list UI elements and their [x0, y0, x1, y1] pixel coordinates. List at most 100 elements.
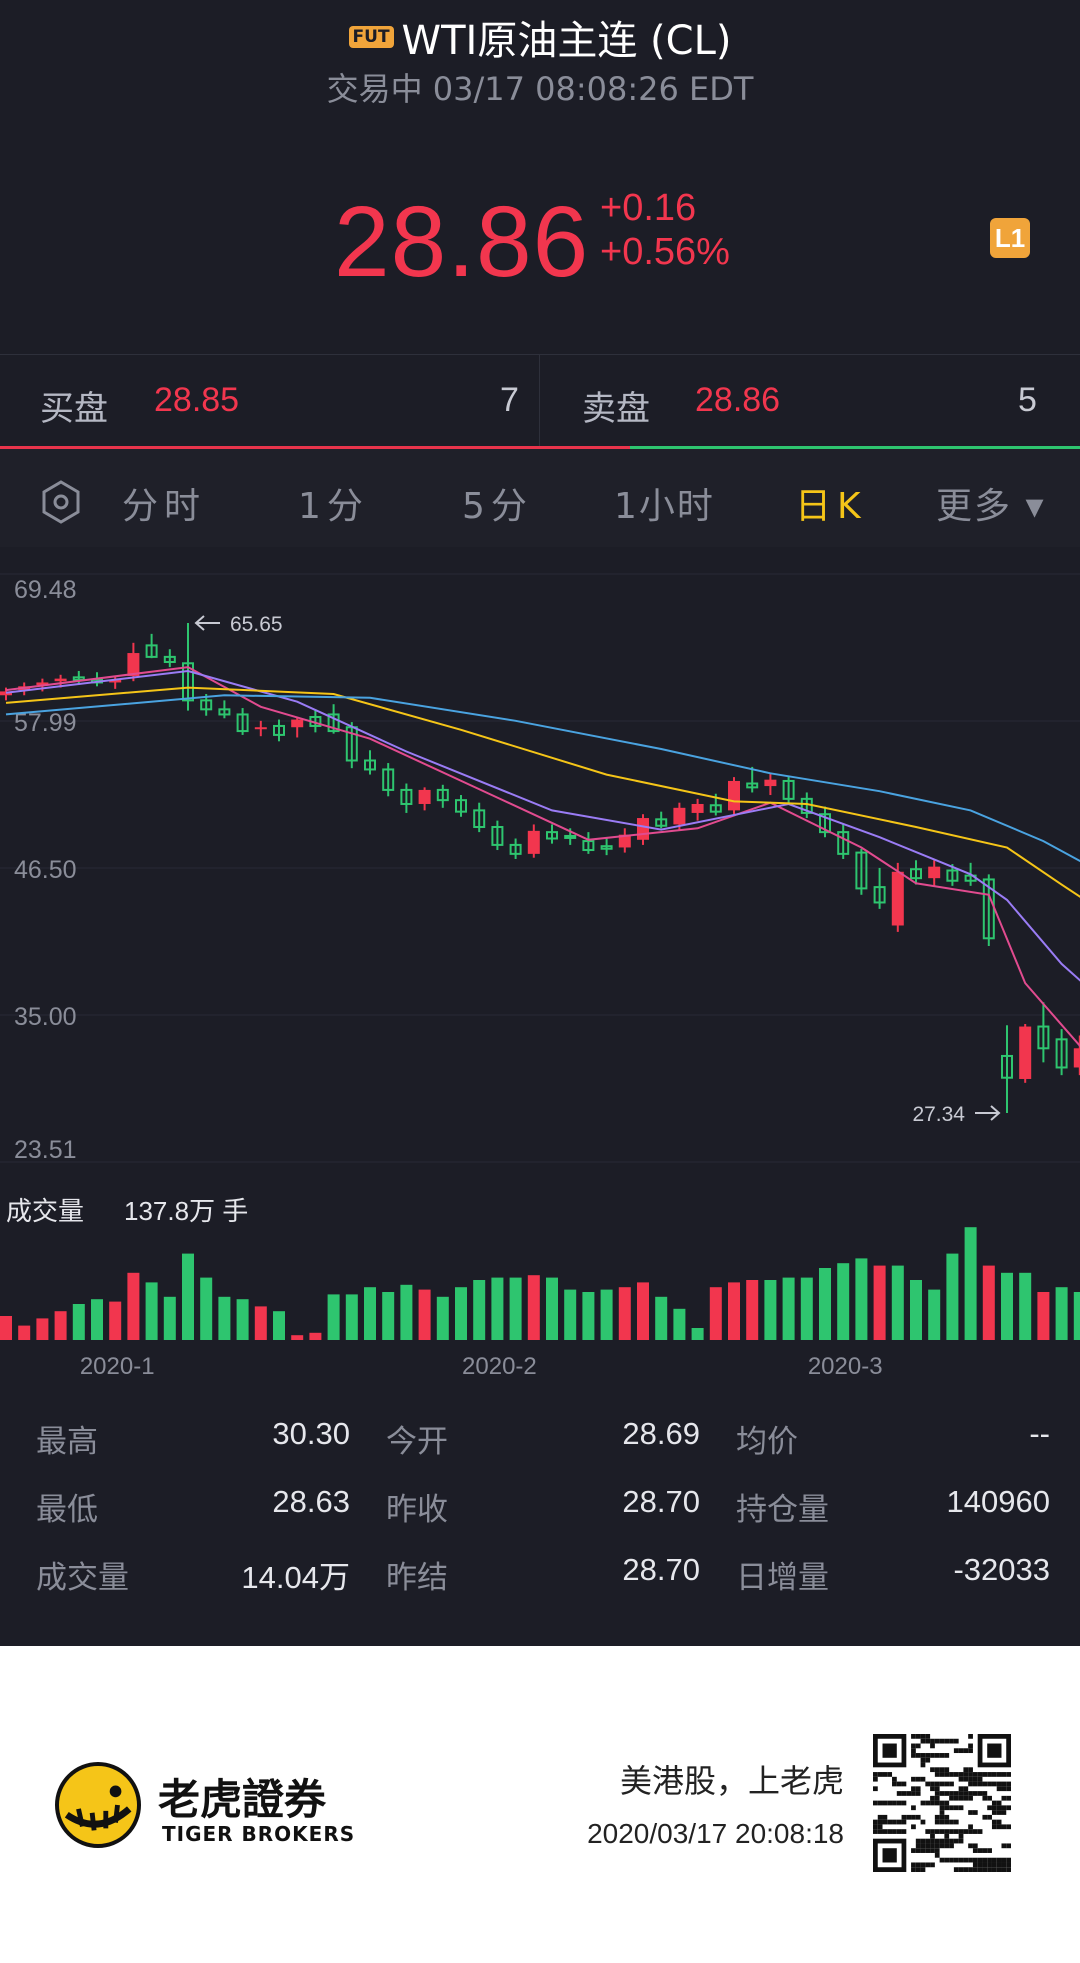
- qr-module: [963, 1867, 969, 1872]
- qr-module: [958, 1838, 964, 1844]
- qr-module: [892, 1781, 897, 1787]
- qr-module: [1006, 1795, 1011, 1801]
- volume-bar: [491, 1277, 504, 1340]
- qr-module: [930, 1795, 935, 1801]
- stat-value-prev-close: 28.70: [622, 1484, 700, 1519]
- qr-module: [896, 1800, 902, 1806]
- tab-timeshare[interactable]: 分时: [122, 486, 207, 527]
- stat-value-open: 28.69: [622, 1416, 700, 1451]
- qr-module: [963, 1776, 969, 1782]
- qr-module: [944, 1814, 950, 1820]
- volume-bar: [291, 1335, 304, 1340]
- qr-module: [930, 1838, 935, 1844]
- qr-module: [939, 1843, 945, 1849]
- tab-more[interactable]: 更多 ▾: [936, 486, 1046, 527]
- volume-bar: [837, 1263, 850, 1340]
- qr-module: [958, 1776, 964, 1782]
- tab-5min[interactable]: 5分: [462, 486, 533, 527]
- trading-status: 交易中 03/17 08:08:26 EDT: [326, 70, 754, 108]
- qr-module: [915, 1867, 921, 1872]
- qr-module: [968, 1829, 973, 1834]
- qr-module: [930, 1800, 935, 1806]
- candle-body: [436, 788, 449, 802]
- volume-bar: [600, 1289, 613, 1340]
- bid-panel[interactable]: 买盘 28.85 7: [0, 355, 539, 445]
- qr-module: [934, 1767, 940, 1773]
- qr-module: [911, 1867, 916, 1872]
- qr-module: [911, 1748, 916, 1754]
- qr-module: [896, 1829, 902, 1834]
- qr-module: [877, 1829, 883, 1834]
- qr-module: [934, 1800, 940, 1806]
- price-axis-label: 23.51: [14, 1136, 77, 1164]
- volume-bar: [72, 1304, 85, 1340]
- stat-label-prev-settle: 昨结: [386, 1560, 448, 1596]
- qr-module: [930, 1843, 935, 1849]
- candle-body: [291, 719, 304, 728]
- qr-module: [958, 1748, 964, 1754]
- qr-module: [1001, 1805, 1007, 1811]
- divider: [539, 355, 540, 447]
- qr-module: [996, 1800, 1002, 1806]
- qr-module: [901, 1814, 907, 1820]
- date-axis-label: 2020-1: [80, 1353, 155, 1380]
- price-axis-label: 69.48: [14, 576, 77, 604]
- qr-module: [934, 1852, 940, 1858]
- candle-body: [618, 834, 631, 848]
- ask-panel[interactable]: 卖盘 28.86 5: [540, 355, 1080, 445]
- qr-module: [972, 1829, 978, 1834]
- qr-module: [930, 1781, 935, 1787]
- high-marker-label: 65.65: [230, 613, 283, 636]
- qr-module: [991, 1857, 997, 1863]
- qr-module: [972, 1848, 978, 1853]
- candle-body: [819, 813, 831, 834]
- qr-module: [920, 1862, 926, 1868]
- qr-module: [892, 1819, 897, 1825]
- qr-module: [977, 1867, 983, 1872]
- volume-bar: [1019, 1272, 1032, 1340]
- tab-daily-k[interactable]: 日K: [795, 486, 867, 527]
- qr-module: [939, 1753, 945, 1758]
- candle-body: [946, 869, 959, 882]
- tiger-logo-icon: [55, 1762, 141, 1848]
- tab-1min[interactable]: 1分: [298, 486, 369, 527]
- qr-module: [901, 1829, 907, 1834]
- ma-line-ma10: [5, 669, 1080, 982]
- qr-module: [972, 1867, 978, 1872]
- qr-module: [920, 1757, 926, 1763]
- qr-module: [963, 1791, 969, 1796]
- qr-module: [882, 1743, 897, 1758]
- qr-module: [901, 1791, 907, 1796]
- candle-body: [1055, 1038, 1068, 1069]
- qr-module: [977, 1791, 983, 1796]
- candle-body: [873, 886, 886, 904]
- volume-bar: [1073, 1292, 1080, 1340]
- volume-bar: [91, 1299, 103, 1340]
- qr-module: [949, 1738, 954, 1744]
- qr-module: [934, 1781, 940, 1787]
- qr-module: [911, 1776, 916, 1782]
- qr-module: [982, 1862, 988, 1868]
- qr-module: [1001, 1810, 1007, 1815]
- candle-body: [491, 826, 504, 846]
- settings-hex-icon[interactable]: [38, 479, 84, 525]
- volume-bar: [509, 1277, 522, 1340]
- qr-module: [887, 1800, 893, 1806]
- qr-module: [1006, 1786, 1011, 1792]
- l1-level-icon[interactable]: L1: [990, 218, 1030, 258]
- qr-module: [920, 1867, 926, 1872]
- qr-module: [972, 1810, 978, 1815]
- qr-module: [944, 1738, 950, 1744]
- candle-body: [218, 708, 231, 716]
- volume-bar: [637, 1282, 649, 1340]
- qr-module: [996, 1862, 1002, 1868]
- tab-1hour[interactable]: 1小时: [614, 486, 715, 527]
- ma-line-ma30: [5, 694, 1080, 863]
- qr-module: [920, 1848, 926, 1853]
- qr-module: [968, 1843, 973, 1849]
- qr-module: [977, 1776, 983, 1782]
- qr-module: [1001, 1857, 1007, 1863]
- stat-label-high: 最高: [36, 1424, 98, 1460]
- volume-bar: [145, 1282, 158, 1340]
